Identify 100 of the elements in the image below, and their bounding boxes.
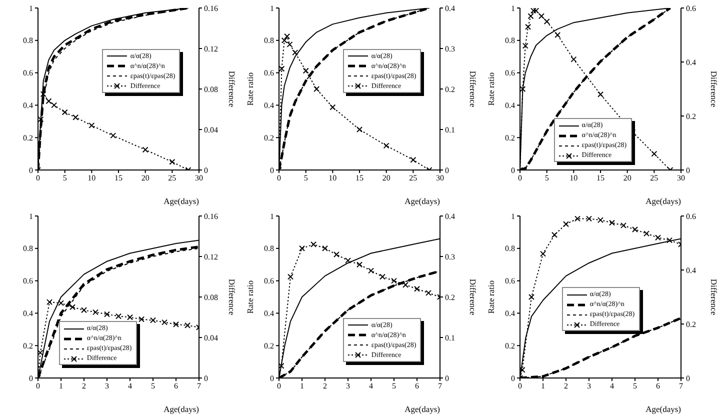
x-tick-label: 5 — [633, 382, 637, 391]
y2-tick-label: 0.08 — [204, 84, 218, 94]
y-tick-label: 0.2 — [505, 133, 515, 142]
y-tick-label: 0.8 — [264, 244, 274, 254]
x-tick-label: 6 — [656, 382, 660, 391]
y-tick-label: 1 — [270, 4, 274, 13]
x-tick-label: 10 — [88, 174, 96, 183]
y2-tick-label: 0.2 — [686, 112, 696, 121]
y2-tick-label: 0.3 — [445, 252, 455, 262]
x-tick-label: 6 — [415, 382, 419, 391]
x-tick-label: 3 — [105, 382, 109, 391]
y-tick-label: 0.8 — [23, 244, 33, 254]
y2-tick-label: 0.2 — [686, 320, 696, 329]
y-tick-label: 0.4 — [23, 309, 33, 318]
x-tick-label: 25 — [650, 174, 658, 183]
y-tick-label: 0 — [29, 374, 33, 383]
x-tick-label: 15 — [356, 174, 364, 183]
x-tick-label: 1 — [541, 382, 545, 391]
x-tick-label: 5 — [304, 174, 308, 183]
x-axis-title: Age(days) — [646, 404, 682, 414]
x-tick-label: 10 — [328, 174, 337, 183]
y2-tick-label: 0.12 — [204, 44, 218, 54]
y2-tick-label: 0.4 — [686, 266, 696, 275]
x-axis-title: Age(days) — [164, 196, 200, 206]
x-axis-title: Age(days) — [646, 196, 682, 206]
y2-tick-label: 0.2 — [445, 84, 455, 94]
y-tick-label: 0 — [29, 166, 33, 175]
y-tick-label: 0.2 — [23, 341, 33, 350]
y-axis-title: Rate ratio — [486, 72, 496, 106]
y-tick-label: 0.4 — [505, 101, 515, 110]
y2-axis-title: Difference — [708, 70, 719, 108]
x-tick-label: 25 — [409, 174, 418, 183]
x-tick-label: 0 — [518, 382, 522, 391]
y2-tick-label: 0.04 — [204, 125, 218, 134]
y-tick-label: 0 — [511, 374, 515, 383]
y2-tick-label: 0.6 — [686, 4, 696, 13]
x-tick-label: 1 — [59, 382, 63, 391]
y2-tick-label: 0.6 — [686, 212, 696, 221]
y2-axis-title: Difference — [468, 278, 478, 316]
x-tick-label: 2 — [323, 382, 327, 391]
x-tick-label: 20 — [382, 174, 390, 183]
y-tick-label: 0 — [511, 166, 515, 175]
x-tick-label: 0 — [36, 382, 40, 391]
y-tick-label: 0.8 — [23, 36, 33, 46]
y-tick-label: 0.6 — [505, 68, 515, 78]
y-tick-label: 0.2 — [23, 133, 33, 142]
y2-tick-label: 0 — [204, 166, 208, 175]
x-tick-label: 7 — [197, 382, 201, 391]
y-tick-label: 0.4 — [264, 309, 274, 318]
x-axis-title: Age(days) — [404, 404, 440, 414]
y-tick-label: 0.6 — [23, 68, 33, 78]
y-axis-title: Rate ratio — [245, 280, 256, 314]
y-tick-label: 0.6 — [23, 276, 33, 286]
y-tick-label: 1 — [29, 4, 33, 13]
x-tick-label: 5 — [62, 174, 67, 183]
x-tick-label: 15 — [114, 174, 122, 183]
x-axis-title: Age(days) — [164, 404, 200, 414]
x-tick-label: 0 — [518, 174, 522, 183]
y2-axis-title: Difference — [468, 70, 478, 108]
y-axis-title: Rate ratio — [486, 280, 496, 314]
y2-axis-title: Difference — [226, 278, 237, 316]
x-tick-label: 6 — [174, 382, 178, 391]
y-tick-label: 0.8 — [264, 36, 274, 46]
y-tick-label: 0.6 — [264, 68, 274, 78]
x-tick-label: 15 — [596, 174, 604, 183]
y2-tick-label: 0 — [445, 374, 449, 383]
y-tick-label: 0.2 — [264, 341, 274, 350]
x-tick-label: 5 — [151, 382, 155, 391]
y2-axis-title: Difference — [226, 70, 237, 108]
y2-tick-label: 0 — [204, 374, 208, 383]
y2-tick-label: 0 — [686, 374, 690, 383]
y-tick-label: 0.4 — [505, 309, 515, 318]
x-tick-label: 20 — [141, 174, 150, 183]
y2-tick-label: 0.16 — [204, 212, 218, 221]
x-tick-label: 30 — [436, 174, 444, 183]
x-axis-title: Age(days) — [404, 196, 440, 206]
y-tick-label: 0.6 — [264, 276, 274, 286]
y-tick-label: 0.2 — [264, 133, 274, 142]
x-tick-label: 7 — [438, 382, 442, 391]
x-tick-label: 0 — [277, 174, 281, 183]
x-tick-label: 20 — [623, 174, 632, 183]
y2-tick-label: 0.4 — [686, 58, 696, 67]
x-tick-label: 2 — [82, 382, 86, 391]
y-tick-label: 0.4 — [264, 101, 274, 110]
y-tick-label: 1 — [29, 212, 33, 221]
y-tick-label: 0 — [270, 166, 274, 175]
x-tick-label: 5 — [392, 382, 396, 391]
x-tick-label: 30 — [195, 174, 203, 183]
x-tick-label: 4 — [610, 382, 614, 391]
y2-tick-label: 0.4 — [445, 212, 455, 221]
y-tick-label: 0.6 — [505, 276, 515, 286]
x-tick-label: 10 — [570, 174, 578, 183]
x-tick-label: 1 — [300, 382, 304, 391]
x-tick-label: 3 — [346, 382, 350, 391]
x-tick-label: 7 — [679, 382, 683, 391]
x-tick-label: 25 — [168, 174, 176, 183]
x-tick-label: 3 — [587, 382, 591, 391]
y2-tick-label: 0.2 — [445, 292, 455, 302]
x-tick-label: 5 — [544, 174, 549, 183]
y-tick-label: 1 — [511, 212, 515, 221]
